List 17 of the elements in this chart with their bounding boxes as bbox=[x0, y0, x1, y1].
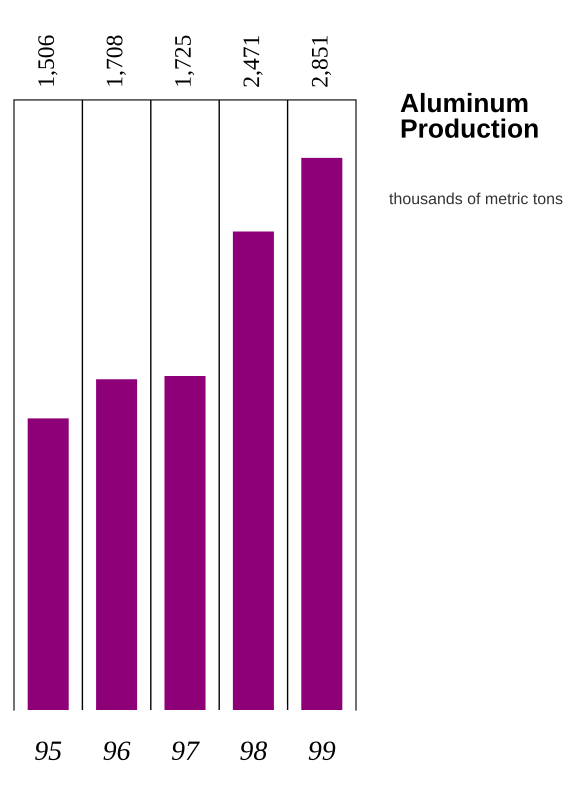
bar bbox=[96, 379, 138, 710]
data-label: 1,708 bbox=[106, 36, 126, 86]
bar bbox=[28, 418, 69, 710]
data-label: 2,851 bbox=[312, 36, 332, 87]
bar bbox=[232, 231, 274, 710]
x-tick-label: 98 bbox=[240, 741, 267, 760]
bar bbox=[164, 376, 206, 710]
text: Aluminum Production bbox=[400, 92, 538, 138]
bar bbox=[301, 158, 342, 710]
data-label: 1,725 bbox=[175, 36, 194, 86]
data-label: 2,471 bbox=[243, 36, 263, 87]
x-tick-label: 97 bbox=[172, 741, 200, 760]
x-tick-label: 99 bbox=[308, 741, 336, 760]
text: thousands of metric tons bbox=[389, 192, 562, 204]
x-tick-label: 95 bbox=[35, 741, 62, 760]
x-tick-label: 96 bbox=[104, 741, 130, 760]
data-label: 1,506 bbox=[38, 35, 58, 86]
